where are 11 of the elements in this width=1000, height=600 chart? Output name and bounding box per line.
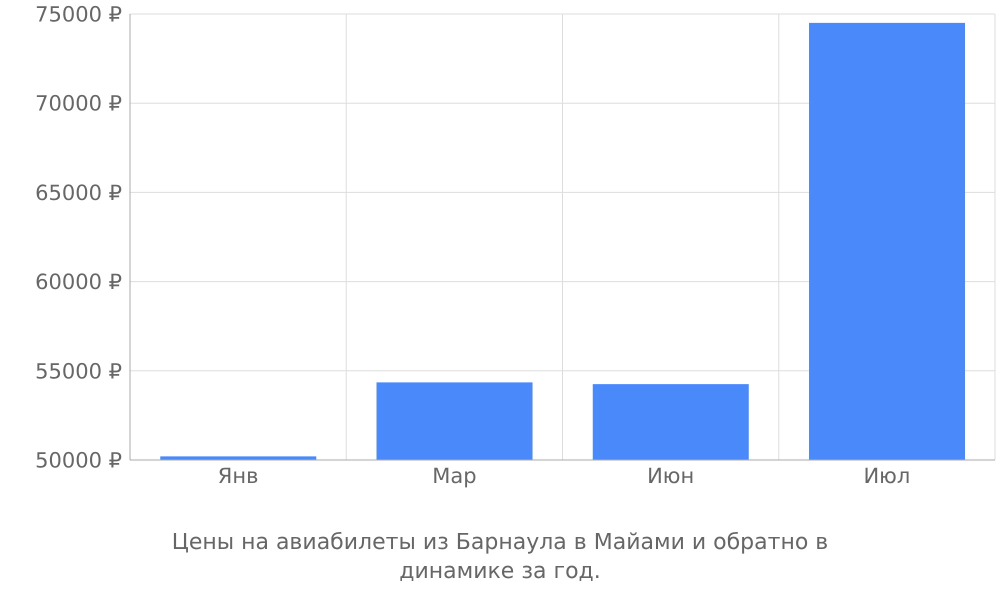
y-tick-label: 75000 ₽: [35, 2, 122, 26]
y-tick-label: 55000 ₽: [35, 359, 122, 384]
y-tick-label: 50000 ₽: [35, 448, 122, 472]
x-tick-label: Мар: [432, 464, 477, 488]
text: Цены на авиабилеты из Барнаула в Майами и обратно в динамике за год.: [170, 529, 830, 586]
x-tick-label: Янв: [218, 464, 258, 488]
y-tick-label: 65000 ₽: [35, 180, 122, 205]
y-tick-label: 60000 ₽: [35, 270, 122, 294]
y-tick-label: 70000 ₽: [35, 92, 122, 116]
x-tick-label: Июл: [863, 464, 910, 488]
x-tick-label: Июн: [647, 464, 694, 488]
